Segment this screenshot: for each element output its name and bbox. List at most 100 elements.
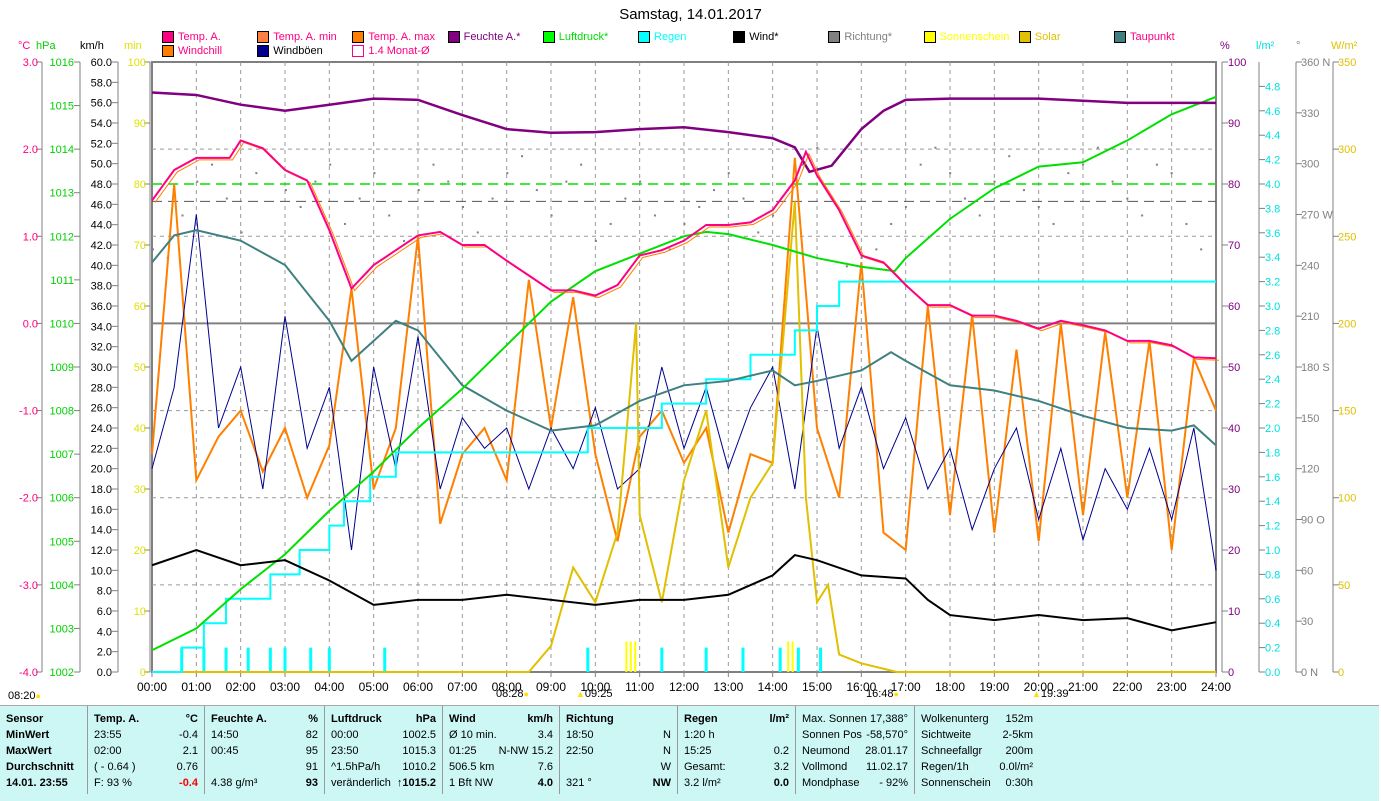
direction-point [491, 197, 494, 200]
windchill-line [151, 157, 1217, 552]
stats-label: 321 ° [566, 777, 592, 789]
percent-axis-label: 70 [1228, 240, 1240, 252]
stats-label: Neumond [802, 745, 850, 757]
rain-impulse-bar [246, 647, 250, 672]
rain-axis-label: 0.0 [1265, 667, 1280, 679]
legend-item[interactable]: Taupunkt [1114, 31, 1175, 43]
stats-label: ( - 0.64 ) [94, 761, 136, 773]
rain-axis-label: 3.0 [1265, 301, 1280, 313]
rain-axis-label: 3.8 [1265, 203, 1280, 215]
stats-row: Vollmond 11.02.17 [802, 759, 908, 775]
stats-header: Sensor [6, 711, 81, 727]
hour-label: 22:00 [1112, 680, 1142, 694]
stats-row: Sonnenschein 0:30h [921, 775, 1033, 791]
legend-swatch [352, 45, 365, 57]
direction-axis-label: 120 [1301, 464, 1319, 476]
stats-value: 7.6 [537, 761, 553, 773]
rain-axis-label: 2.8 [1265, 325, 1280, 337]
rain-axis-label: 3.2 [1265, 277, 1280, 289]
stats-value: % [308, 713, 318, 725]
rain-impulse-bar [309, 647, 313, 672]
hour-label: 15:00 [802, 680, 832, 694]
legend-item[interactable]: Luftdruck* [542, 31, 608, 43]
stats-header: Wind km/h [449, 711, 553, 727]
rain-axis-label: 1.2 [1265, 521, 1280, 533]
percent-axis-label: 10 [1228, 606, 1240, 618]
direction-point [757, 231, 760, 234]
hour-label: 19:00 [979, 680, 1009, 694]
legend-item[interactable]: Windböen [257, 45, 323, 57]
hour-label: 18:00 [935, 680, 965, 694]
direction-axis-label: 360 N [1301, 57, 1330, 69]
time-label: 08:20 [8, 690, 36, 702]
minutes-axis-label: 80 [134, 179, 146, 191]
kmh-axis-label: 52.0 [91, 138, 112, 150]
stats-label: Max. Sonnen [802, 713, 867, 725]
stats-row: 14.01. 23:55 [6, 775, 81, 791]
direction-axis-label: 60 [1301, 565, 1313, 577]
stats-value: 1002.5 [402, 729, 436, 741]
stats-column: Wind km/h Ø 10 min. 3.4 01:25 N-NW 15.2 506.5 … [443, 706, 560, 794]
kmh-axis-label: 18.0 [91, 484, 112, 496]
sun-moon-sunset: 16:48● [866, 688, 899, 700]
direction-point [712, 189, 715, 192]
direction-point [1037, 206, 1040, 209]
minutes-axis-label: 20 [134, 545, 146, 557]
solar-line [152, 201, 1216, 673]
rain-impulse-bar [796, 647, 800, 672]
unit-label-c: °C [18, 40, 31, 52]
stats-label: Richtung [566, 713, 614, 725]
rain-axis-label: 4.0 [1265, 179, 1280, 191]
stats-column: Wolkenunterg 152m Sichtweite 2-5km Schneefal… [915, 706, 1039, 794]
stats-label: Sonnen Pos [802, 729, 862, 741]
stats-label: 1:20 h [684, 729, 715, 741]
stats-row: Neumond 28.01.17 [802, 743, 908, 759]
legend-item[interactable]: Wind* [733, 31, 779, 43]
legend-item[interactable]: Temp. A. max [352, 31, 435, 43]
kmh-axis-label: 34.0 [91, 321, 112, 333]
legend-item[interactable]: Regen [638, 31, 686, 43]
celsius-axis-label: -4.0 [19, 667, 38, 679]
legend-label: Regen [654, 31, 687, 43]
legend-swatch [257, 31, 270, 43]
stats-label: Gesamt: [684, 761, 726, 773]
minutes-axis-label: 60 [134, 301, 146, 313]
direction-point [963, 197, 966, 200]
stats-header: Luftdruck hPa [331, 711, 436, 727]
stats-panel: Sensor MinWert MaxWert Durchschnitt 14.01. 2… [0, 705, 1379, 801]
sun-moon-dawn: 08:20● [8, 690, 41, 702]
legend-item[interactable]: Feuchte A.* [447, 31, 520, 43]
celsius-axis-label: -2.0 [19, 493, 38, 505]
direction-point [476, 231, 479, 234]
legend-item[interactable]: Windchill [162, 45, 222, 57]
sun-icon: ● [35, 691, 41, 701]
kmh-axis-label: 42.0 [91, 240, 112, 252]
stats-row: 1:20 h [684, 727, 789, 743]
direction-point [225, 197, 228, 200]
rain-axis-label: 0.4 [1265, 618, 1280, 630]
legend-item[interactable]: 1.4 Monat-Ø [352, 45, 430, 57]
direction-point [904, 206, 907, 209]
legend-item[interactable]: Temp. A. min [257, 31, 337, 43]
direction-point [772, 214, 775, 217]
rain-impulse-bar [383, 647, 387, 672]
sunshine-bar [625, 641, 628, 672]
stats-row: ^1.5hPa/h 1010.2 [331, 759, 436, 775]
legend-item[interactable]: Temp. A. [162, 31, 221, 43]
legend-item[interactable]: Richtung* [828, 31, 892, 43]
stats-label: 15:25 [684, 745, 712, 757]
unit-label-deg: ° [1296, 40, 1301, 52]
legend-item[interactable]: Solar [1018, 31, 1060, 43]
legend-swatch [447, 31, 460, 43]
rain-axis-label: 4.8 [1265, 81, 1280, 93]
legend-item[interactable]: Sonnenschein [923, 31, 1009, 43]
percent-axis-label: 60 [1228, 301, 1240, 313]
stats-label: MaxWert [6, 745, 52, 757]
rain-axis-label: 0.6 [1265, 594, 1280, 606]
direction-point [299, 206, 302, 209]
hour-label: 06:00 [403, 680, 433, 694]
stats-value: 28.01.17 [865, 745, 908, 757]
direction-point [624, 197, 627, 200]
direction-point [565, 180, 568, 183]
stats-row: Sonnen Pos -58,570° [802, 727, 908, 743]
